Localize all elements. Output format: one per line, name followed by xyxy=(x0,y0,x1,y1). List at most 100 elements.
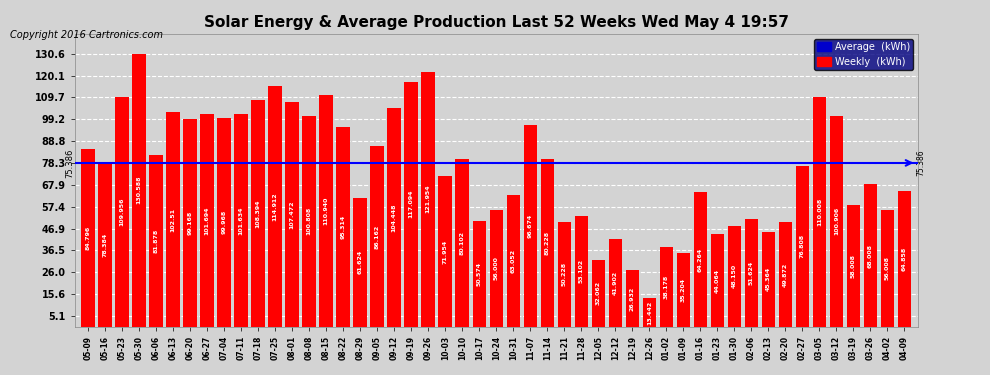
Text: 102.51: 102.51 xyxy=(170,207,175,231)
Bar xyxy=(268,86,282,327)
Bar xyxy=(133,54,146,327)
Text: 35.204: 35.204 xyxy=(681,278,686,302)
Text: 107.472: 107.472 xyxy=(290,200,295,228)
Bar xyxy=(353,198,367,327)
Bar xyxy=(489,210,503,327)
Bar xyxy=(81,149,95,327)
Bar xyxy=(200,114,214,327)
Bar xyxy=(761,232,775,327)
Text: 61.624: 61.624 xyxy=(357,250,362,274)
Bar xyxy=(422,72,435,327)
Text: 104.448: 104.448 xyxy=(392,203,397,232)
Bar xyxy=(846,206,860,327)
Bar xyxy=(796,166,809,327)
Text: 50.574: 50.574 xyxy=(477,262,482,286)
Text: 56.008: 56.008 xyxy=(885,256,890,280)
Bar xyxy=(285,102,299,327)
Bar xyxy=(303,116,316,327)
Bar xyxy=(813,97,827,327)
Text: 99.168: 99.168 xyxy=(188,211,193,235)
Text: 26.932: 26.932 xyxy=(630,286,635,310)
Bar xyxy=(609,239,622,327)
Bar xyxy=(472,221,486,327)
Bar xyxy=(524,124,538,327)
Text: 108.394: 108.394 xyxy=(255,199,260,228)
Text: 117.094: 117.094 xyxy=(409,190,414,219)
Bar xyxy=(881,210,894,327)
Bar xyxy=(711,234,725,327)
Text: 32.062: 32.062 xyxy=(596,281,601,305)
Bar xyxy=(149,156,163,327)
Bar xyxy=(676,253,690,327)
Bar xyxy=(592,260,605,327)
Text: 48.150: 48.150 xyxy=(732,264,737,288)
Text: 110.008: 110.008 xyxy=(817,198,822,226)
Bar xyxy=(337,128,350,327)
Bar xyxy=(574,216,588,327)
Text: 50.228: 50.228 xyxy=(562,262,567,286)
Text: 68.008: 68.008 xyxy=(868,243,873,267)
Bar xyxy=(439,176,452,327)
Text: 99.968: 99.968 xyxy=(222,210,227,234)
Bar xyxy=(507,195,520,327)
Bar xyxy=(626,270,640,327)
Text: 63.052: 63.052 xyxy=(511,249,516,273)
Bar xyxy=(235,114,248,327)
Text: 95.314: 95.314 xyxy=(341,215,346,239)
Bar xyxy=(251,100,265,327)
Text: Copyright 2016 Cartronics.com: Copyright 2016 Cartronics.com xyxy=(10,30,163,39)
Bar xyxy=(183,119,197,327)
Bar xyxy=(166,112,180,327)
Text: 49.872: 49.872 xyxy=(783,262,788,286)
Bar xyxy=(455,159,469,327)
Text: 114.912: 114.912 xyxy=(272,192,278,221)
Text: 64.264: 64.264 xyxy=(698,247,703,272)
Bar xyxy=(557,222,571,327)
Text: 56.000: 56.000 xyxy=(494,256,499,280)
Text: 84.796: 84.796 xyxy=(86,226,91,250)
Bar xyxy=(405,82,418,327)
Bar xyxy=(830,116,843,327)
Text: 130.588: 130.588 xyxy=(137,176,142,204)
Bar xyxy=(863,184,877,327)
Text: 58.008: 58.008 xyxy=(851,254,856,278)
Text: 100.808: 100.808 xyxy=(307,207,312,236)
Text: 76.808: 76.808 xyxy=(800,234,805,258)
Text: 81.878: 81.878 xyxy=(153,229,158,253)
Text: 13.442: 13.442 xyxy=(646,300,651,325)
Text: 80.228: 80.228 xyxy=(544,231,549,255)
Text: 109.956: 109.956 xyxy=(120,197,125,226)
Text: 45.364: 45.364 xyxy=(766,267,771,291)
Text: 80.102: 80.102 xyxy=(459,231,464,255)
Bar xyxy=(744,219,758,327)
Text: 41.902: 41.902 xyxy=(613,271,618,295)
Text: 75.386: 75.386 xyxy=(65,148,74,178)
Bar xyxy=(387,108,401,327)
Bar xyxy=(643,298,656,327)
Text: 110.940: 110.940 xyxy=(324,196,329,225)
Bar xyxy=(370,147,384,327)
Bar xyxy=(98,163,112,327)
Bar xyxy=(778,222,792,327)
Legend: Average  (kWh), Weekly  (kWh): Average (kWh), Weekly (kWh) xyxy=(814,39,913,69)
Text: 53.102: 53.102 xyxy=(579,259,584,283)
Text: 71.954: 71.954 xyxy=(443,239,447,264)
Text: 64.858: 64.858 xyxy=(902,247,907,271)
Text: 96.674: 96.674 xyxy=(528,213,533,238)
Bar xyxy=(541,159,554,327)
Text: 86.162: 86.162 xyxy=(375,224,380,249)
Bar xyxy=(218,118,231,327)
Text: 100.906: 100.906 xyxy=(834,207,839,235)
Text: 121.954: 121.954 xyxy=(426,185,431,213)
Text: 75.386: 75.386 xyxy=(917,150,926,176)
Bar xyxy=(728,226,742,327)
Bar xyxy=(320,95,333,327)
Bar xyxy=(116,97,129,327)
Bar xyxy=(659,247,673,327)
Text: 78.384: 78.384 xyxy=(103,232,108,257)
Text: 101.694: 101.694 xyxy=(205,206,210,234)
Bar xyxy=(898,191,911,327)
Bar xyxy=(694,192,707,327)
Text: 44.064: 44.064 xyxy=(715,268,720,292)
Text: 38.178: 38.178 xyxy=(664,274,669,299)
